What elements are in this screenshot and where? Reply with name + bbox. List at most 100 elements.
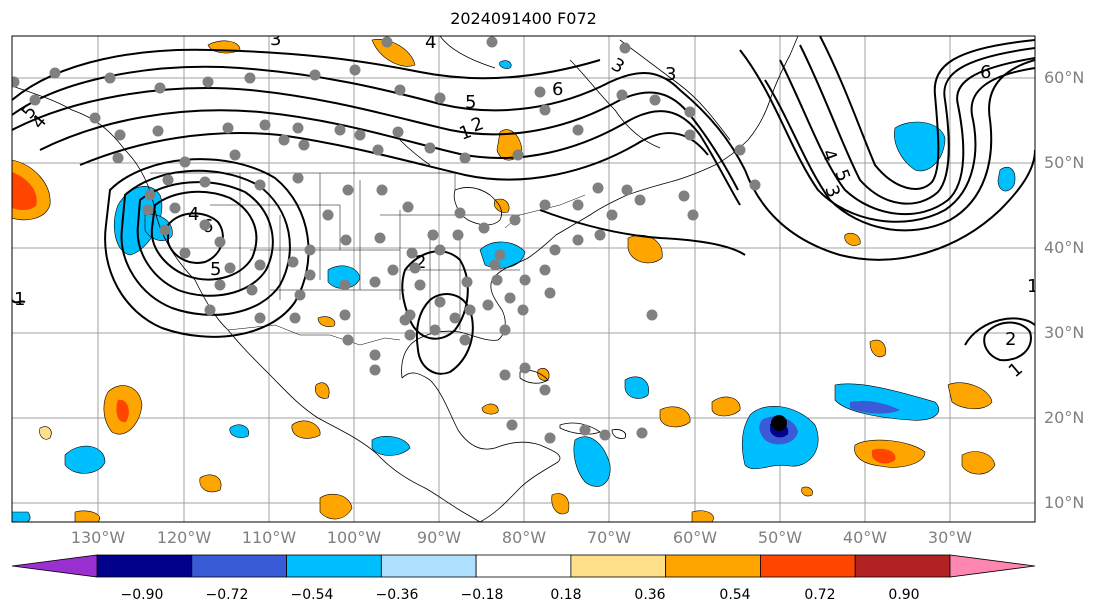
station-marker (512, 149, 524, 161)
station-marker (749, 179, 761, 191)
station-marker (687, 209, 699, 221)
contour-label: 2 (1005, 329, 1016, 350)
colorbar-tick-label: −0.54 (290, 587, 334, 603)
borders (150, 172, 586, 346)
station-marker (452, 229, 464, 241)
station-marker (406, 247, 418, 259)
station-marker (678, 190, 690, 202)
station-markers (12, 36, 761, 444)
station-marker (616, 89, 628, 101)
station-marker (144, 189, 156, 201)
contour-label: 5 (210, 259, 221, 280)
station-marker (142, 204, 154, 216)
lon-label: 40°W (842, 528, 888, 547)
lat-label: 40°N (1044, 238, 1085, 257)
station-marker (499, 324, 511, 336)
station-marker (424, 142, 436, 154)
colorbar-segment (665, 554, 761, 578)
station-marker (342, 334, 354, 346)
station-marker (381, 36, 393, 48)
station-marker (392, 126, 404, 138)
station-marker (409, 262, 421, 274)
station-marker (254, 179, 266, 191)
station-marker (579, 424, 591, 436)
lon-label: 30°W (927, 528, 973, 547)
station-marker (49, 67, 61, 79)
lon-label: 50°W (757, 528, 803, 547)
station-marker (499, 369, 511, 381)
station-marker (199, 219, 211, 231)
station-marker (254, 259, 266, 271)
station-marker (464, 304, 476, 316)
station-marker (619, 42, 631, 54)
contour-label: 6 (980, 62, 991, 83)
map-frame (11, 35, 1036, 523)
station-marker (322, 209, 334, 221)
station-marker (222, 122, 234, 134)
station-marker (544, 287, 556, 299)
lat-label: 30°N (1044, 323, 1085, 342)
station-marker (387, 264, 399, 276)
station-marker (594, 229, 606, 241)
station-marker (684, 106, 696, 118)
station-marker (684, 129, 696, 141)
colorbar-segment (96, 554, 193, 578)
station-marker (309, 69, 321, 81)
station-marker (104, 72, 116, 84)
station-marker (434, 296, 446, 308)
station-marker (539, 199, 551, 211)
station-marker (342, 184, 354, 196)
station-marker (289, 312, 301, 324)
station-marker (517, 304, 529, 316)
station-marker (334, 124, 346, 136)
station-marker (486, 36, 498, 48)
station-marker (369, 276, 381, 288)
station-marker (304, 244, 316, 256)
station-marker (429, 324, 441, 336)
lon-label: 90°W (416, 528, 462, 547)
station-marker (606, 209, 618, 221)
lon-label: 130°W (70, 528, 126, 547)
station-marker (304, 269, 316, 281)
station-marker (254, 312, 266, 324)
station-marker (339, 279, 351, 291)
station-marker (204, 304, 216, 316)
station-marker (549, 244, 561, 256)
contour-label: 5 (465, 92, 476, 113)
station-marker (478, 222, 490, 234)
station-marker (259, 119, 271, 131)
station-marker (349, 64, 361, 76)
map-title: 2024091400 F072 (450, 9, 597, 28)
station-marker (592, 182, 604, 194)
station-marker (539, 104, 551, 116)
station-marker (214, 279, 226, 291)
colorbar-tick-label: 0.36 (634, 587, 666, 603)
station-marker (292, 122, 304, 134)
station-marker (572, 234, 584, 246)
colorbar-segment (570, 554, 667, 578)
colorbar-tick-label: 0.18 (550, 587, 582, 603)
station-marker (12, 76, 20, 88)
station-marker (376, 184, 388, 196)
lon-label: 60°W (672, 528, 718, 547)
station-marker (354, 129, 366, 141)
colorbar-tick-label: 0.72 (804, 587, 836, 603)
lon-label: 80°W (501, 528, 547, 547)
station-marker (494, 249, 506, 261)
station-marker (287, 256, 299, 268)
station-marker (89, 112, 101, 124)
station-marker (461, 276, 473, 288)
station-marker (544, 432, 556, 444)
colorbar-segment (286, 554, 382, 578)
lon-label: 70°W (586, 528, 632, 547)
station-marker (369, 349, 381, 361)
station-marker (734, 144, 746, 156)
station-marker (449, 312, 461, 324)
station-marker (402, 201, 414, 213)
station-marker (399, 314, 411, 326)
station-marker (504, 292, 516, 304)
station-marker (572, 199, 584, 211)
colorbar (11, 554, 1036, 578)
station-marker (489, 259, 501, 271)
